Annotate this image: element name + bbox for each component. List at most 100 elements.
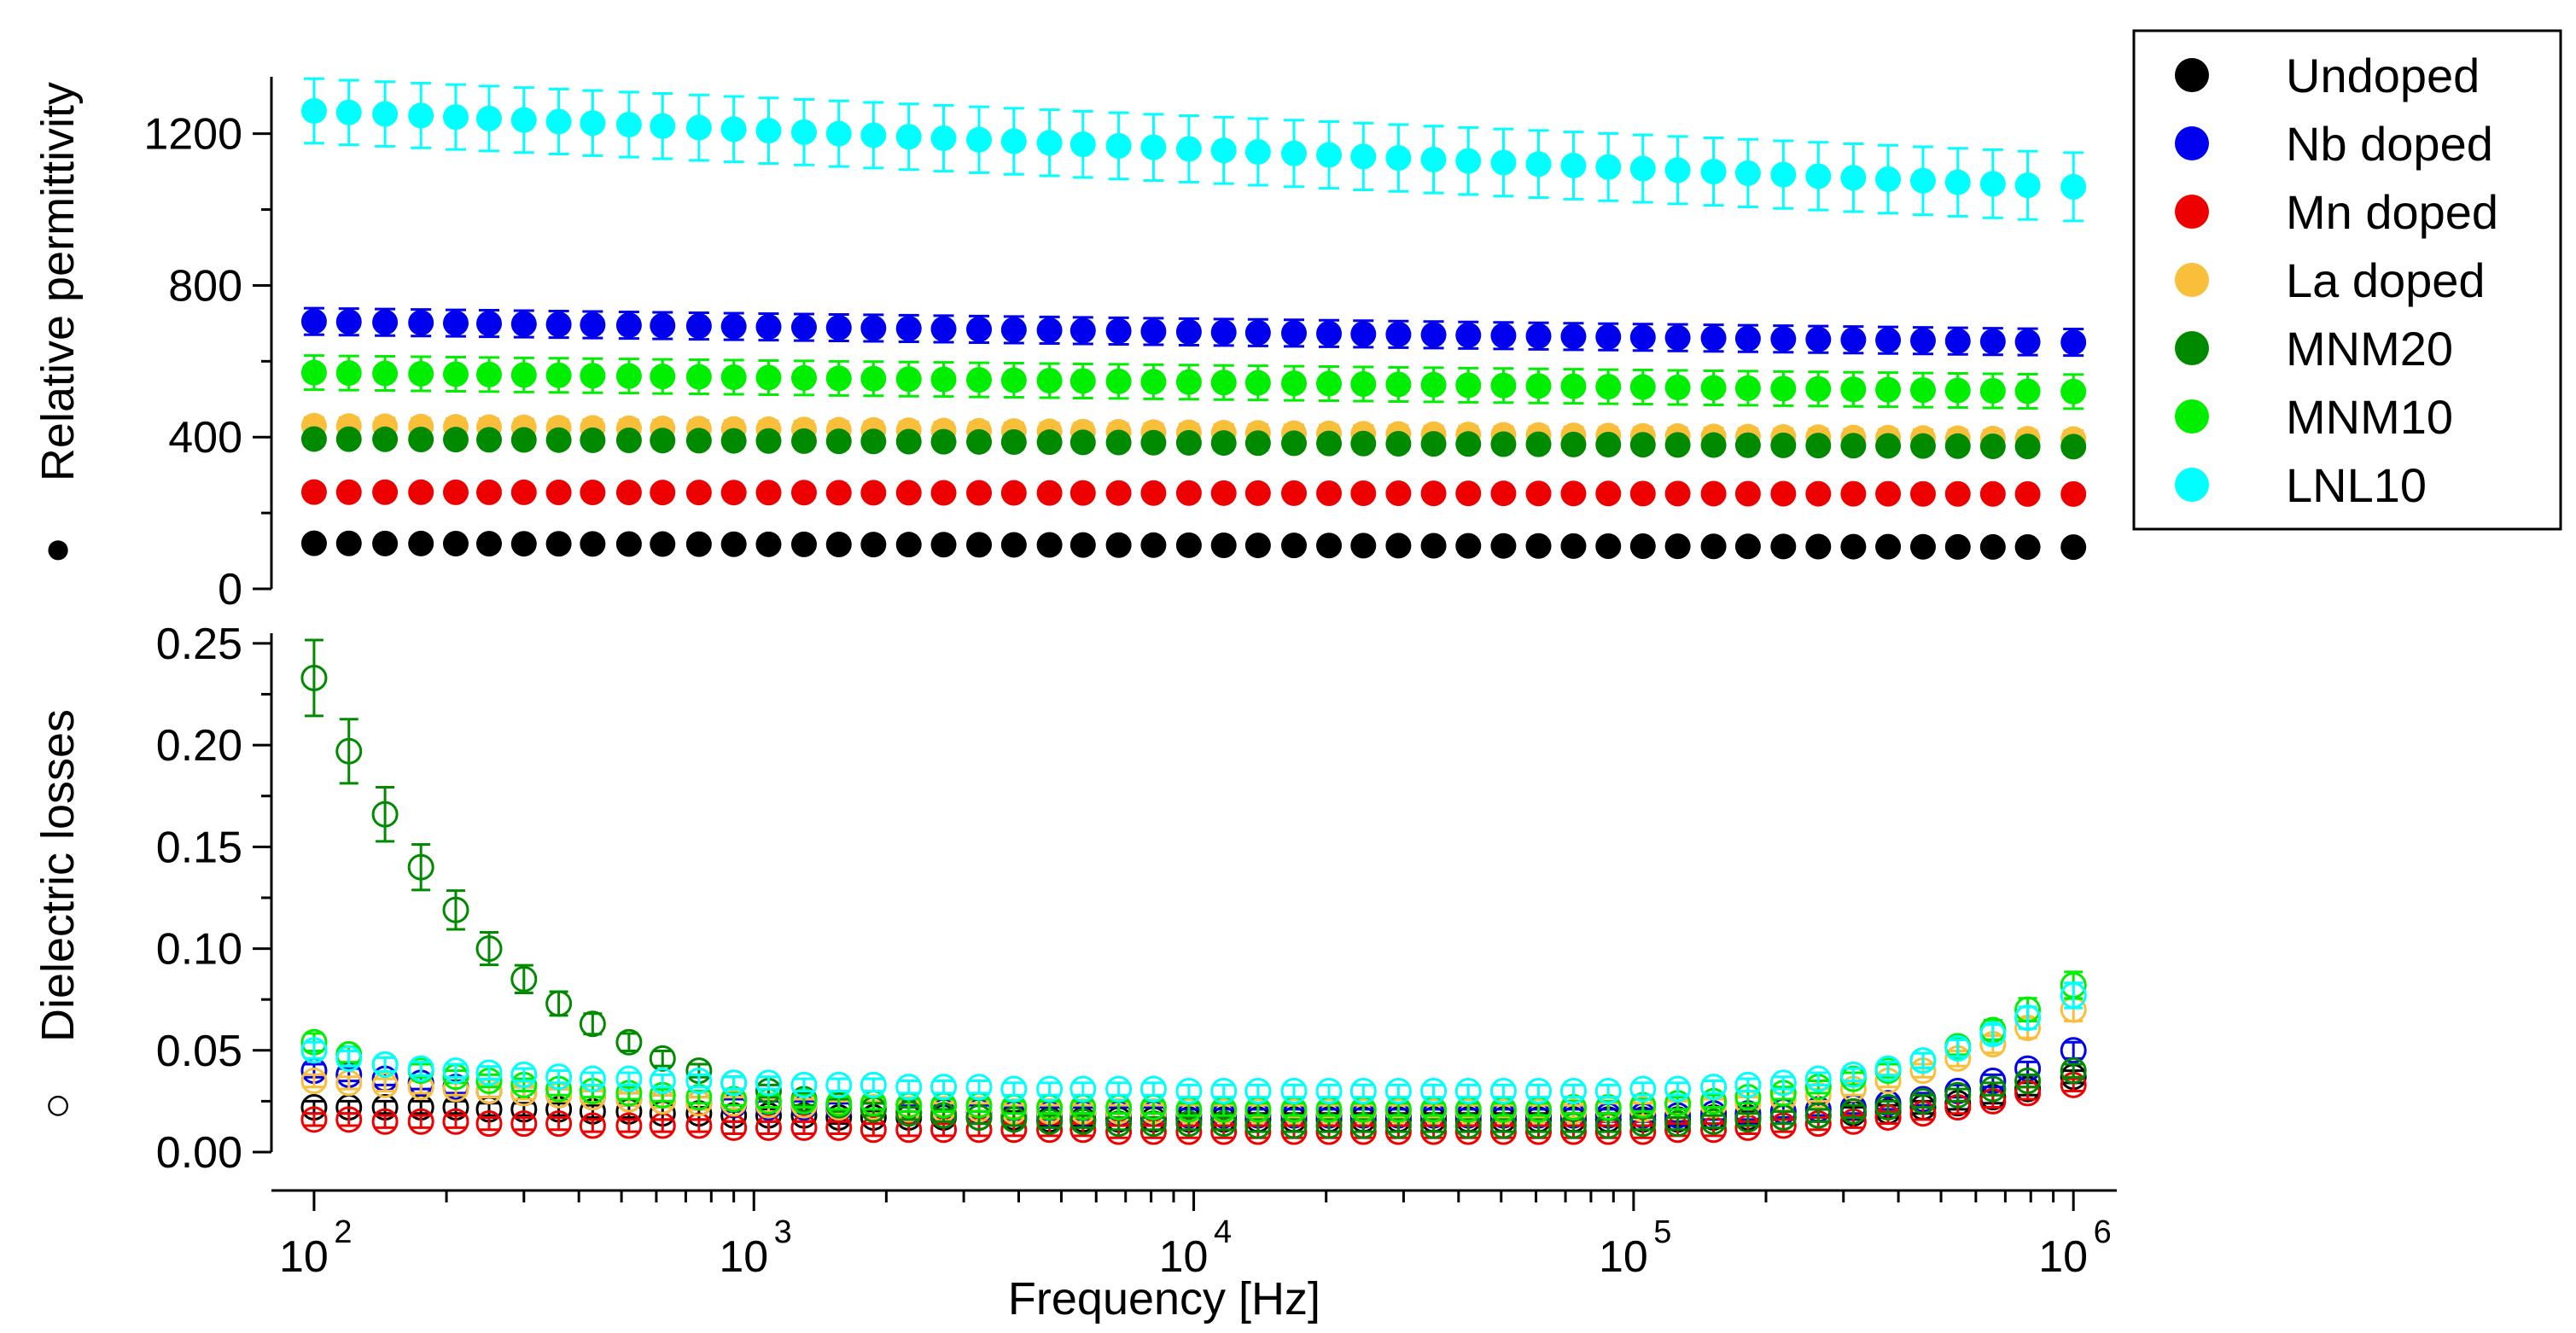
data-point	[825, 1071, 853, 1098]
data-point	[580, 427, 606, 453]
data-point	[580, 311, 606, 338]
data-point	[442, 531, 469, 557]
legend-marker	[2175, 58, 2209, 92]
data-point	[1874, 1094, 1902, 1121]
data-point	[1875, 376, 1902, 403]
data-point	[1629, 374, 1656, 400]
data-point	[545, 990, 573, 1017]
data-point	[545, 479, 572, 505]
data-point	[1175, 429, 1202, 456]
data-point	[860, 122, 887, 148]
data-point	[1280, 1077, 1308, 1104]
data-point	[755, 364, 782, 391]
data-point	[510, 965, 538, 992]
data-point	[895, 124, 922, 150]
data-point	[650, 312, 676, 339]
data-point	[1770, 533, 1797, 560]
data-point	[1700, 325, 1727, 352]
data-point	[1140, 318, 1167, 345]
data-point	[966, 316, 993, 342]
data-point	[1840, 433, 1867, 459]
series-lnl10	[300, 77, 2087, 223]
data-point	[475, 1110, 503, 1138]
data-point	[1175, 318, 1202, 345]
data-point	[1385, 430, 1412, 457]
data-point	[510, 107, 537, 133]
data-point	[966, 480, 993, 506]
data-point	[372, 479, 399, 505]
data-point	[1455, 431, 1482, 457]
data-point	[476, 479, 503, 505]
data-point	[1629, 1075, 1657, 1103]
data-point	[1140, 369, 1167, 395]
data-point	[476, 531, 503, 557]
x-tick-exponent: 6	[2094, 1214, 2112, 1250]
data-point	[371, 800, 399, 828]
data-point	[510, 531, 537, 557]
data-point	[1385, 321, 1412, 347]
data-point	[1069, 532, 1096, 558]
data-point	[335, 426, 362, 452]
series-undoped	[300, 530, 2087, 561]
data-point	[1210, 430, 1237, 457]
data-point	[825, 315, 852, 341]
data-point	[1244, 533, 1271, 559]
data-point	[1281, 533, 1308, 559]
data-point	[300, 664, 328, 691]
top-y-tick-label: 400	[168, 413, 242, 463]
data-point	[1455, 322, 1482, 348]
data-point	[1595, 533, 1622, 559]
data-point	[1734, 432, 1761, 458]
data-point	[510, 1061, 538, 1088]
data-point	[1000, 1075, 1028, 1103]
data-point	[930, 480, 957, 506]
data-point	[790, 480, 817, 506]
data-point	[860, 428, 887, 455]
data-point	[1175, 136, 1202, 162]
data-point	[1804, 1102, 1832, 1129]
data-point	[1664, 533, 1691, 560]
data-point	[580, 480, 606, 506]
data-point	[335, 737, 363, 765]
data-point	[1281, 320, 1308, 346]
data-point	[1210, 532, 1237, 558]
data-point	[372, 426, 399, 452]
data-point	[2060, 378, 2087, 405]
data-point	[650, 531, 676, 557]
data-point	[1909, 433, 1936, 459]
data-point	[755, 118, 782, 144]
data-point	[860, 532, 887, 558]
data-point	[510, 362, 537, 388]
data-point	[1875, 533, 1902, 560]
data-point	[1595, 374, 1622, 400]
data-point	[1350, 480, 1377, 506]
data-point	[1909, 328, 1936, 354]
data-point	[1629, 432, 1656, 458]
series-mn-doped	[300, 479, 2087, 507]
data-point	[1420, 322, 1447, 348]
data-point	[1069, 368, 1096, 394]
data-point	[510, 1110, 538, 1138]
data-point	[1944, 1081, 1972, 1109]
data-point	[408, 310, 434, 336]
data-point	[1350, 143, 1377, 170]
data-point	[1489, 1077, 1517, 1104]
data-point	[1664, 1110, 1692, 1138]
data-point	[615, 112, 642, 137]
data-point	[408, 479, 434, 505]
data-point	[615, 531, 642, 557]
data-point	[790, 1114, 818, 1141]
data-point	[1734, 160, 1761, 186]
data-point	[1629, 324, 1656, 351]
data-point	[1734, 325, 1761, 352]
x-tick-exponent: 4	[1214, 1214, 1232, 1250]
legend-label: LNL10	[2286, 458, 2427, 512]
data-point	[1979, 533, 2006, 560]
data-point	[966, 428, 993, 455]
data-point	[1244, 480, 1271, 506]
data-point	[685, 1112, 713, 1139]
data-point	[1560, 480, 1587, 507]
data-point	[1909, 167, 1936, 194]
data-point	[2060, 173, 2087, 200]
data-point	[1979, 480, 2006, 507]
